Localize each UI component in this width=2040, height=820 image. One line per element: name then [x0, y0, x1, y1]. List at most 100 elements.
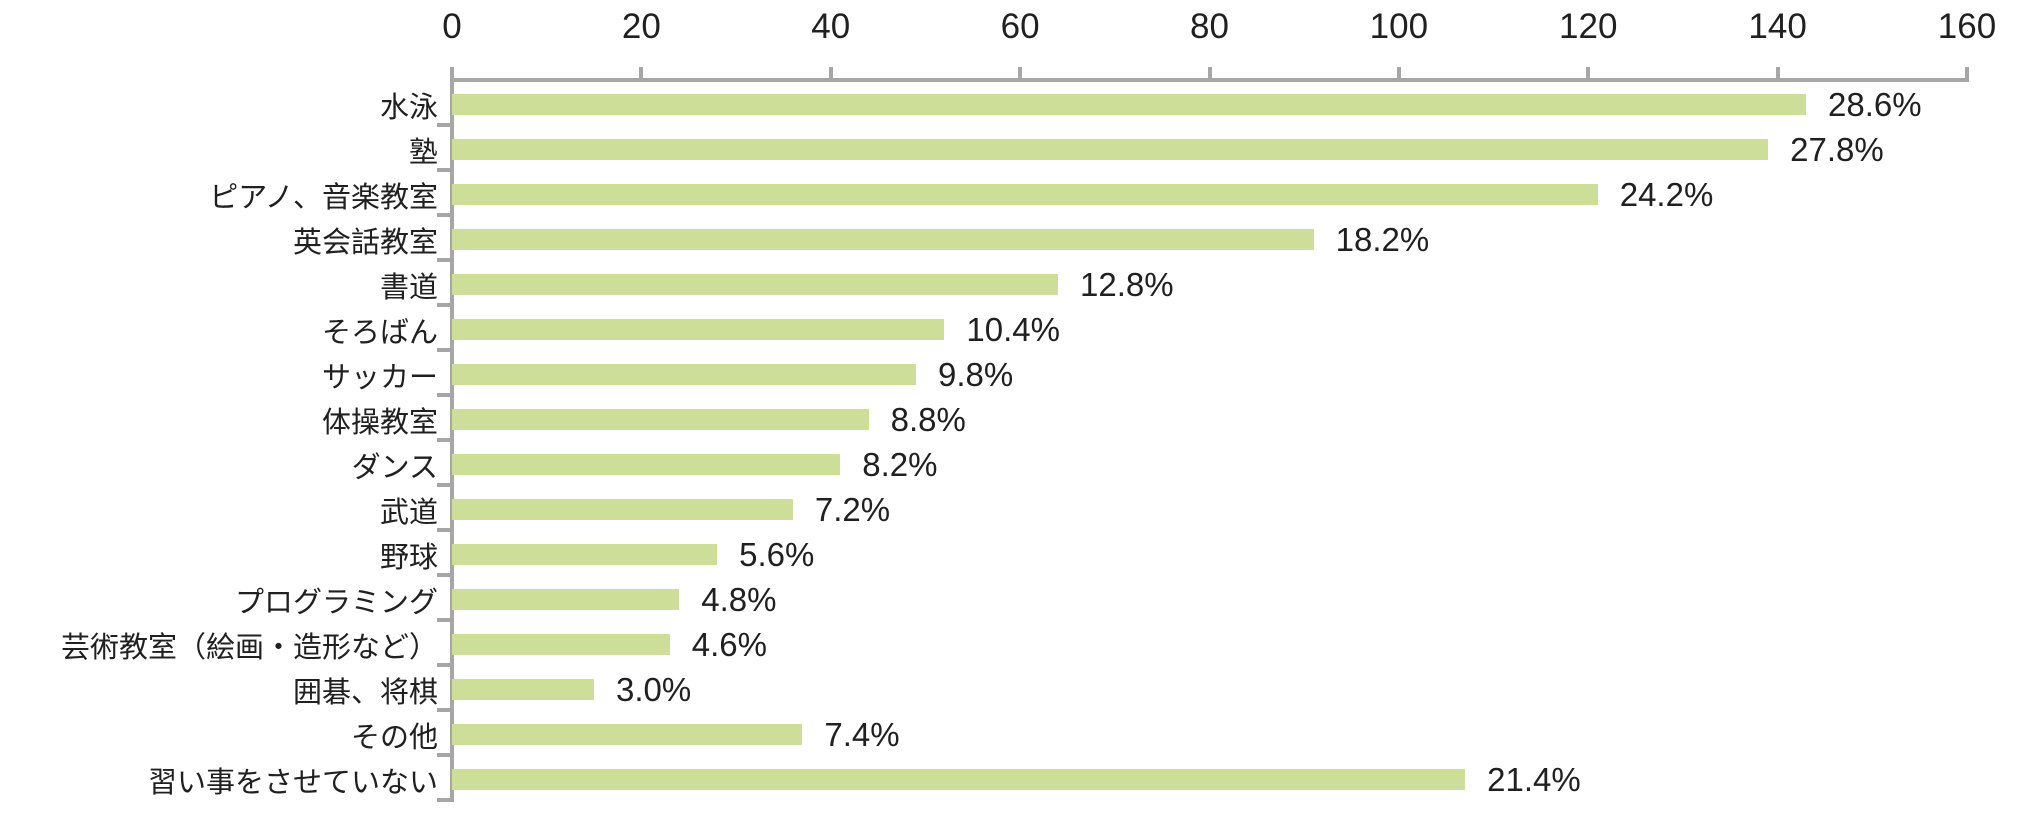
bar-track: 4.8%	[452, 577, 2040, 622]
category-label: その他	[350, 721, 438, 754]
bar	[452, 229, 1314, 250]
value-label: 27.8%	[1790, 130, 1884, 168]
value-label: 9.8%	[937, 355, 1014, 393]
bar-track: 8.8%	[452, 397, 2040, 442]
bar-track: 7.2%	[452, 487, 2040, 532]
bar	[452, 139, 1769, 160]
value-label: 3.0%	[616, 670, 692, 708]
category-label: 習い事をさせていない	[147, 766, 438, 799]
bar-row: 習い事をさせていない 21.4%	[0, 757, 2040, 802]
y-tick-mark	[437, 438, 450, 442]
bar-row: 囲碁、将棋 3.0%	[0, 667, 2040, 712]
x-tick-mark	[828, 67, 833, 78]
bar-row: 武道 7.2%	[0, 487, 2040, 532]
bar-rows: 水泳 28.6% 塾 27.8% ピアノ、音楽教室 24.2% 英会話教室 18.2% 書道 12…	[0, 82, 2040, 802]
bar	[452, 544, 718, 565]
y-tick-mark	[437, 798, 450, 802]
x-tick-label: 140	[1748, 7, 1807, 46]
x-tick-label: 160	[1937, 7, 1997, 46]
value-label: 4.8%	[701, 580, 777, 618]
bar-track: 5.6%	[452, 532, 2040, 577]
bar-track: 24.2%	[452, 172, 2040, 217]
bar-track: 7.4%	[452, 712, 2040, 757]
y-tick-mark	[437, 618, 450, 622]
x-tick-label: 100	[1369, 7, 1429, 46]
value-label: 4.6%	[691, 625, 767, 663]
bar-row: そろばん 10.4%	[0, 307, 2040, 352]
bar-row: 英会話教室 18.2%	[0, 217, 2040, 262]
x-tick-label: 60	[1000, 7, 1040, 46]
y-tick-mark	[437, 753, 450, 757]
bar	[452, 184, 1598, 205]
value-label: 24.2%	[1619, 175, 1714, 213]
x-tick-label: 120	[1559, 7, 1618, 46]
category-label: 塾	[408, 136, 438, 169]
x-tick-label: 0	[442, 7, 462, 46]
bar	[452, 319, 945, 340]
y-tick-mark	[437, 303, 450, 307]
bar	[452, 499, 793, 520]
value-label: 8.2%	[862, 445, 938, 483]
bar-row: 芸術教室（絵画・造形など） 4.6%	[0, 622, 2040, 667]
bar-row: 書道 12.8%	[0, 262, 2040, 307]
x-axis-line	[450, 78, 1969, 82]
bar-track: 10.4%	[452, 307, 2040, 352]
bar-track: 18.2%	[452, 217, 2040, 262]
bar-track: 9.8%	[452, 352, 2040, 397]
y-tick-mark	[437, 528, 450, 532]
x-tick-mark	[1586, 67, 1591, 78]
y-tick-mark	[437, 393, 450, 397]
y-tick-mark	[437, 213, 450, 217]
bar-track: 4.6%	[452, 622, 2040, 667]
bar-track: 27.8%	[452, 127, 2040, 172]
y-tick-mark	[437, 258, 450, 262]
y-tick-mark	[437, 663, 450, 667]
bar-track: 3.0%	[452, 667, 2040, 712]
value-label: 7.2%	[814, 490, 891, 528]
x-tick-mark	[1775, 67, 1780, 78]
x-tick-mark	[1207, 67, 1212, 78]
y-tick-mark	[437, 123, 450, 127]
y-tick-mark	[437, 348, 450, 352]
bar	[452, 589, 680, 610]
value-label: 7.4%	[824, 715, 900, 753]
x-tick-mark	[639, 67, 644, 78]
category-label: 書道	[379, 271, 438, 304]
category-label: 水泳	[379, 91, 438, 124]
bar-row: サッカー 9.8%	[0, 352, 2040, 397]
category-label: プログラミング	[234, 586, 438, 619]
bar	[452, 409, 869, 430]
category-label: 武道	[379, 496, 438, 529]
y-axis-line	[450, 78, 454, 802]
bar-row: ダンス 8.2%	[0, 442, 2040, 487]
bar	[452, 94, 1807, 115]
value-label: 21.4%	[1487, 760, 1581, 798]
bar	[452, 724, 803, 745]
x-tick-label: 20	[621, 7, 661, 46]
bar-row: 水泳 28.6%	[0, 82, 2040, 127]
bar-row: ピアノ、音楽教室 24.2%	[0, 172, 2040, 217]
category-label: 英会話教室	[292, 226, 438, 259]
bar-row: その他 7.4%	[0, 712, 2040, 757]
bar	[452, 769, 1466, 790]
x-tick-label: 80	[1190, 7, 1229, 46]
bar-row: プログラミング 4.8%	[0, 577, 2040, 622]
value-label: 5.6%	[739, 535, 815, 573]
x-tick-mark	[1396, 67, 1401, 78]
x-tick-mark	[1018, 67, 1023, 78]
bar-row: 体操教室 8.8%	[0, 397, 2040, 442]
category-label: 野球	[379, 541, 438, 574]
bar-row: 塾 27.8%	[0, 127, 2040, 172]
category-label: 芸術教室（絵画・造形など）	[60, 631, 438, 664]
category-label: サッカー	[321, 361, 438, 394]
value-label: 12.8%	[1080, 265, 1174, 303]
value-label: 28.6%	[1828, 85, 1922, 123]
bar-row: 野球 5.6%	[0, 532, 2040, 577]
bar	[452, 364, 916, 385]
bar-track: 28.6%	[452, 82, 2040, 127]
y-tick-mark	[437, 168, 450, 172]
value-label: 8.8%	[890, 400, 966, 438]
bar	[452, 634, 670, 655]
value-label: 10.4%	[966, 310, 1060, 348]
